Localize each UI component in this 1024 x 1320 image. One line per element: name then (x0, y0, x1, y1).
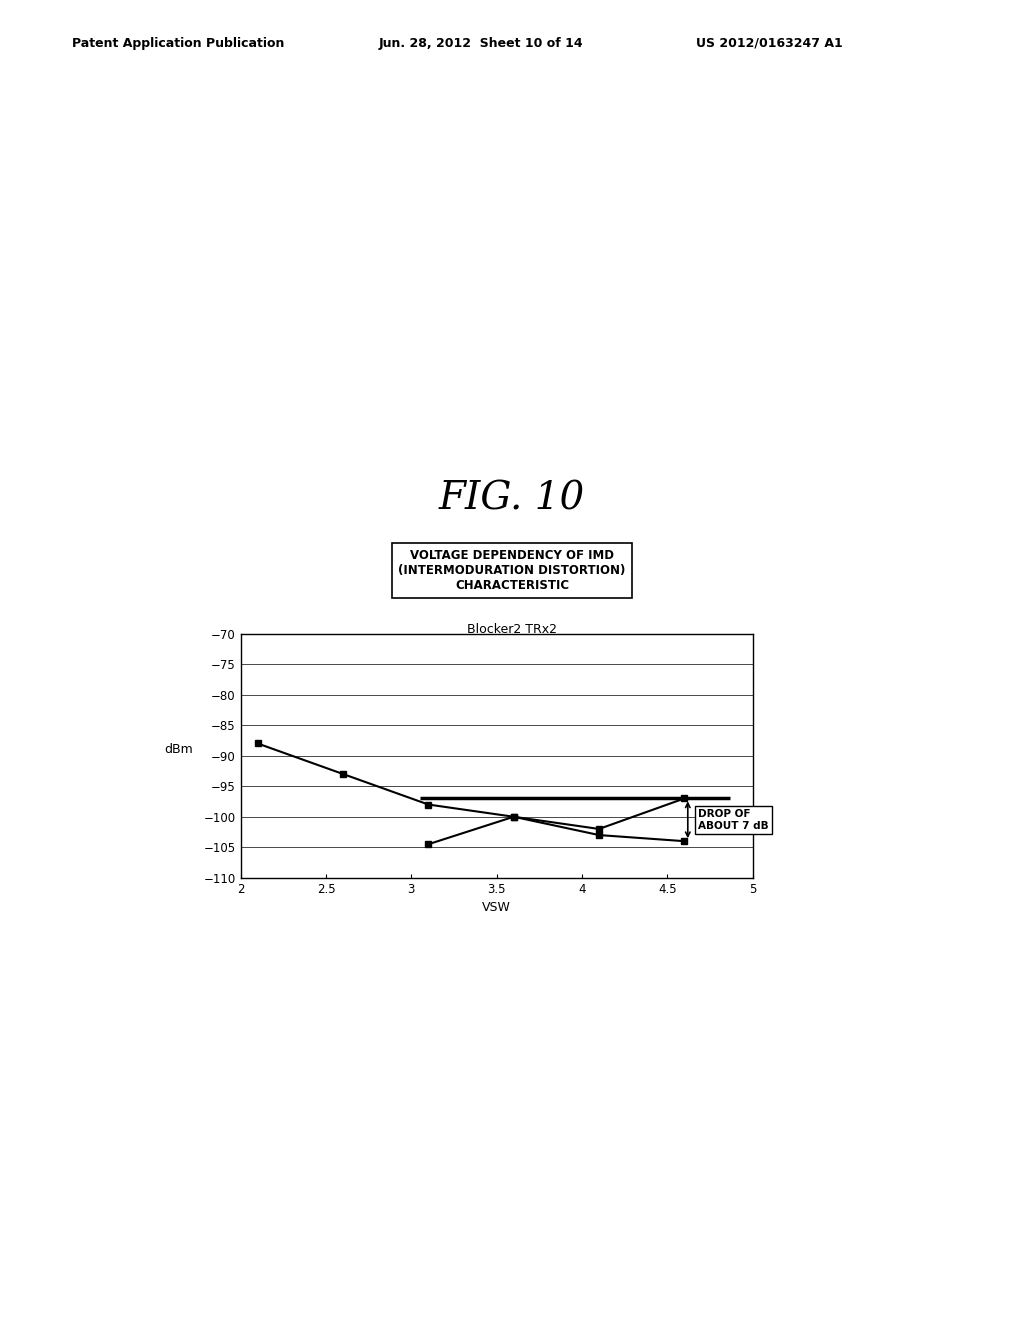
Text: Jun. 28, 2012  Sheet 10 of 14: Jun. 28, 2012 Sheet 10 of 14 (379, 37, 584, 50)
Text: Patent Application Publication: Patent Application Publication (72, 37, 284, 50)
Text: US 2012/0163247 A1: US 2012/0163247 A1 (696, 37, 843, 50)
Text: VOLTAGE DEPENDENCY OF IMD
(INTERMODURATION DISTORTION)
CHARACTERISTIC: VOLTAGE DEPENDENCY OF IMD (INTERMODURATI… (398, 549, 626, 593)
Text: Blocker2 TRx2: Blocker2 TRx2 (467, 623, 557, 636)
Text: DROP OF
ABOUT 7 dB: DROP OF ABOUT 7 dB (698, 809, 769, 830)
X-axis label: VSW: VSW (482, 902, 511, 915)
Text: FIG. 10: FIG. 10 (439, 480, 585, 517)
Y-axis label: dBm: dBm (164, 743, 193, 755)
